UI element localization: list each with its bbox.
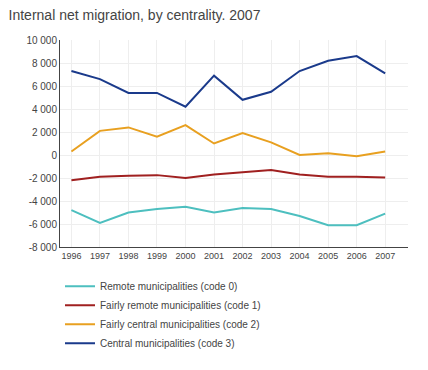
svg-text:2004: 2004 (290, 251, 310, 261)
svg-text:1999: 1999 (147, 251, 167, 261)
svg-text:Internal net migration, by cen: Internal net migration, by centrality. 2… (9, 7, 261, 23)
svg-text:1998: 1998 (118, 251, 138, 261)
svg-text:-2 000: -2 000 (29, 173, 58, 184)
svg-text:6 000: 6 000 (32, 81, 57, 92)
svg-text:4 000: 4 000 (32, 104, 57, 115)
svg-text:-8 000: -8 000 (29, 242, 58, 253)
svg-text:8 000: 8 000 (32, 58, 57, 69)
svg-text:Remote municipalities (code 0): Remote municipalities (code 0) (100, 281, 237, 292)
svg-text:Fairly remote municipalities (: Fairly remote municipalities (code 1) (100, 300, 261, 311)
svg-text:Central municipalities (code 3: Central municipalities (code 3) (100, 338, 235, 349)
svg-text:1996: 1996 (61, 251, 81, 261)
svg-text:0: 0 (51, 150, 57, 161)
svg-text:2002: 2002 (233, 251, 253, 261)
svg-text:10 000: 10 000 (26, 35, 57, 46)
svg-text:Fairly central municipalities: Fairly central municipalities (code 2) (100, 319, 260, 330)
svg-text:2003: 2003 (261, 251, 281, 261)
svg-text:2000: 2000 (175, 251, 195, 261)
svg-text:2005: 2005 (318, 251, 338, 261)
svg-text:1997: 1997 (90, 251, 110, 261)
svg-text:-6 000: -6 000 (29, 219, 58, 230)
svg-text:2001: 2001 (204, 251, 224, 261)
svg-text:-4 000: -4 000 (29, 196, 58, 207)
svg-text:2006: 2006 (347, 251, 367, 261)
svg-text:2 000: 2 000 (32, 127, 57, 138)
svg-text:2007: 2007 (375, 251, 395, 261)
